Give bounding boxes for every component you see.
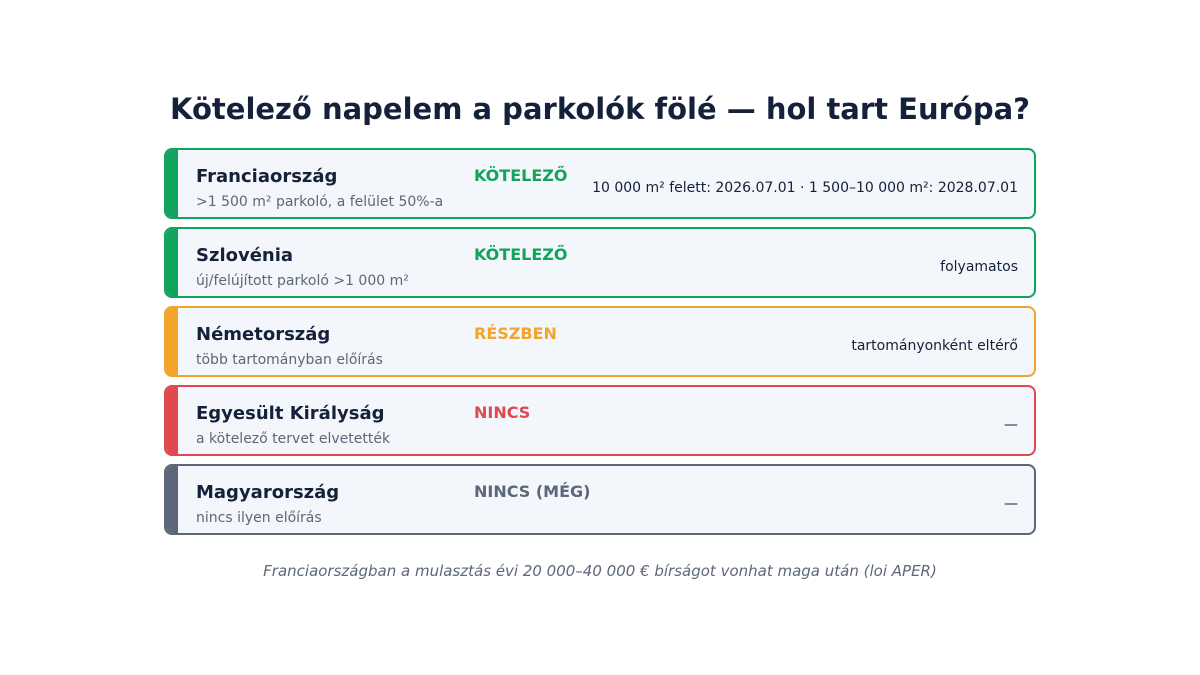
status-accent-bar <box>166 150 178 217</box>
status-label: NINCS (MÉG) <box>474 482 591 501</box>
status-label: NINCS <box>474 403 531 422</box>
status-accent-bar <box>166 229 178 296</box>
status-label: RÉSZBEN <box>474 324 557 343</box>
country-name: Franciaország <box>196 166 338 187</box>
status-detail: — <box>1004 496 1018 512</box>
status-detail: — <box>1004 417 1018 433</box>
country-name: Németország <box>196 324 331 345</box>
country-description: több tartományban előírás <box>196 352 383 368</box>
country-name: Egyesült Királyság <box>196 403 385 424</box>
status-label: KÖTELEZŐ <box>474 245 568 264</box>
status-label: KÖTELEZŐ <box>474 166 568 185</box>
country-name: Magyarország <box>196 482 340 503</box>
page-title: Kötelező napelem a parkolók fölé — hol t… <box>170 92 1030 126</box>
country-description: >1 500 m² parkoló, a felület 50%-a <box>196 194 444 210</box>
country-card-slovenia: Szlovénia új/felújított parkoló >1 000 m… <box>164 227 1036 298</box>
country-description: a kötelező tervet elvetették <box>196 431 391 447</box>
status-detail: folyamatos <box>940 259 1018 275</box>
status-accent-bar <box>166 308 178 375</box>
country-description: nincs ilyen előírás <box>196 510 322 526</box>
status-detail: tartományonként eltérő <box>851 338 1018 354</box>
footnote: Franciaországban a mulasztás évi 20 000–… <box>263 562 937 580</box>
status-accent-bar <box>166 387 178 454</box>
country-card-united-kingdom: Egyesült Királyság a kötelező tervet elv… <box>164 385 1036 456</box>
country-description: új/felújított parkoló >1 000 m² <box>196 273 409 289</box>
status-accent-bar <box>166 466 178 533</box>
country-list: Franciaország >1 500 m² parkoló, a felül… <box>164 148 1036 543</box>
country-card-hungary: Magyarország nincs ilyen előírás NINCS (… <box>164 464 1036 535</box>
country-card-germany: Németország több tartományban előírás RÉ… <box>164 306 1036 377</box>
country-name: Szlovénia <box>196 245 294 266</box>
country-card-france: Franciaország >1 500 m² parkoló, a felül… <box>164 148 1036 219</box>
status-detail: 10 000 m² felett: 2026.07.01 · 1 500–10 … <box>592 180 1018 196</box>
